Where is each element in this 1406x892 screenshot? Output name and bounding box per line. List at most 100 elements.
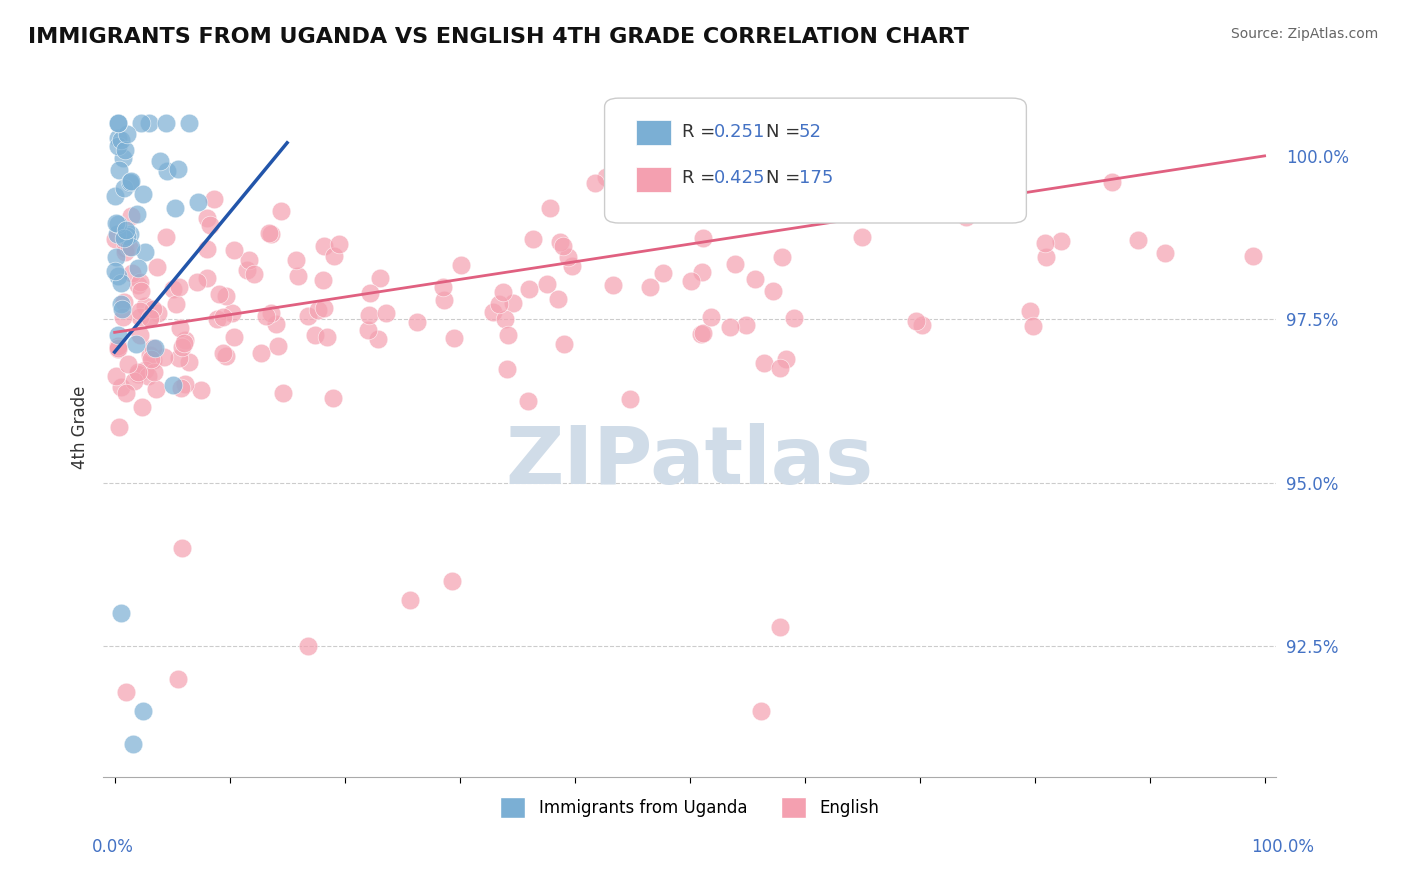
Point — [297, 639, 319, 653]
Point — [125, 337, 148, 351]
Point — [775, 351, 797, 366]
Point — [128, 304, 150, 318]
Point — [783, 310, 806, 325]
Point — [104, 232, 127, 246]
Point — [173, 333, 195, 347]
Y-axis label: 4th Grade: 4th Grade — [72, 385, 89, 469]
Point — [222, 329, 245, 343]
Point — [211, 346, 233, 360]
Point — [107, 342, 129, 356]
Point — [120, 174, 142, 188]
Point — [122, 737, 145, 751]
Point — [548, 235, 571, 250]
Point — [134, 245, 156, 260]
Point — [374, 306, 396, 320]
Point — [127, 207, 149, 221]
Point — [955, 210, 977, 224]
Point — [198, 219, 221, 233]
Point — [214, 835, 236, 849]
Point — [110, 133, 132, 147]
Point — [146, 260, 169, 274]
Point — [270, 204, 292, 219]
Point — [136, 369, 159, 384]
Point — [195, 211, 218, 225]
Point — [312, 239, 335, 253]
Point — [692, 231, 714, 245]
Point — [359, 286, 381, 301]
Point — [129, 327, 152, 342]
Point — [120, 175, 142, 189]
Point — [110, 607, 132, 621]
Point — [104, 264, 127, 278]
Point — [749, 705, 772, 719]
Point — [260, 306, 283, 320]
Point — [221, 306, 243, 320]
Point — [120, 240, 142, 254]
Point — [517, 394, 540, 409]
Text: 175: 175 — [799, 169, 832, 187]
Text: Source: ZipAtlas.com: Source: ZipAtlas.com — [1230, 27, 1378, 41]
Point — [433, 293, 456, 307]
Point — [162, 378, 184, 392]
Point — [752, 356, 775, 370]
Point — [238, 253, 260, 268]
Point — [399, 593, 422, 607]
Point — [357, 308, 380, 322]
Point — [129, 310, 152, 324]
Point — [195, 242, 218, 256]
Point — [522, 232, 544, 246]
Point — [169, 321, 191, 335]
Point — [517, 282, 540, 296]
Point — [488, 296, 510, 310]
Point — [105, 368, 128, 383]
Point — [285, 252, 308, 267]
Point — [770, 251, 793, 265]
Point — [734, 318, 756, 332]
Point — [1035, 250, 1057, 264]
Text: 0.251: 0.251 — [714, 123, 766, 141]
Point — [138, 116, 160, 130]
Point — [173, 335, 195, 350]
Point — [911, 318, 934, 332]
Point — [174, 377, 197, 392]
Point — [744, 272, 766, 286]
Point — [254, 309, 277, 323]
Point — [370, 270, 392, 285]
Point — [689, 327, 711, 342]
Point — [769, 361, 792, 376]
Point — [561, 259, 583, 273]
Text: 0.0%: 0.0% — [91, 838, 134, 856]
Point — [911, 185, 934, 199]
Point — [118, 240, 141, 254]
Point — [146, 306, 169, 320]
Point — [595, 169, 617, 184]
Legend: Immigrants from Uganda, English: Immigrants from Uganda, English — [494, 791, 886, 824]
Point — [110, 276, 132, 290]
Point — [108, 420, 131, 434]
Point — [762, 284, 785, 298]
Point — [312, 301, 335, 316]
Point — [167, 672, 190, 686]
Point — [107, 138, 129, 153]
Point — [264, 317, 287, 331]
Point — [114, 241, 136, 255]
Point — [450, 258, 472, 272]
Point — [619, 392, 641, 407]
Point — [690, 265, 713, 279]
Point — [105, 227, 128, 241]
Point — [271, 386, 294, 401]
Point — [120, 176, 142, 190]
Text: 100.0%: 100.0% — [1251, 838, 1315, 856]
Text: R =: R = — [682, 169, 721, 187]
Point — [155, 116, 177, 130]
Point — [602, 278, 624, 293]
Point — [138, 311, 160, 326]
Point — [132, 705, 155, 719]
Point — [723, 257, 745, 271]
Point — [111, 302, 134, 317]
Point — [107, 116, 129, 130]
Point — [143, 365, 166, 379]
Point — [267, 339, 290, 353]
Point — [121, 266, 143, 280]
Point — [536, 277, 558, 291]
